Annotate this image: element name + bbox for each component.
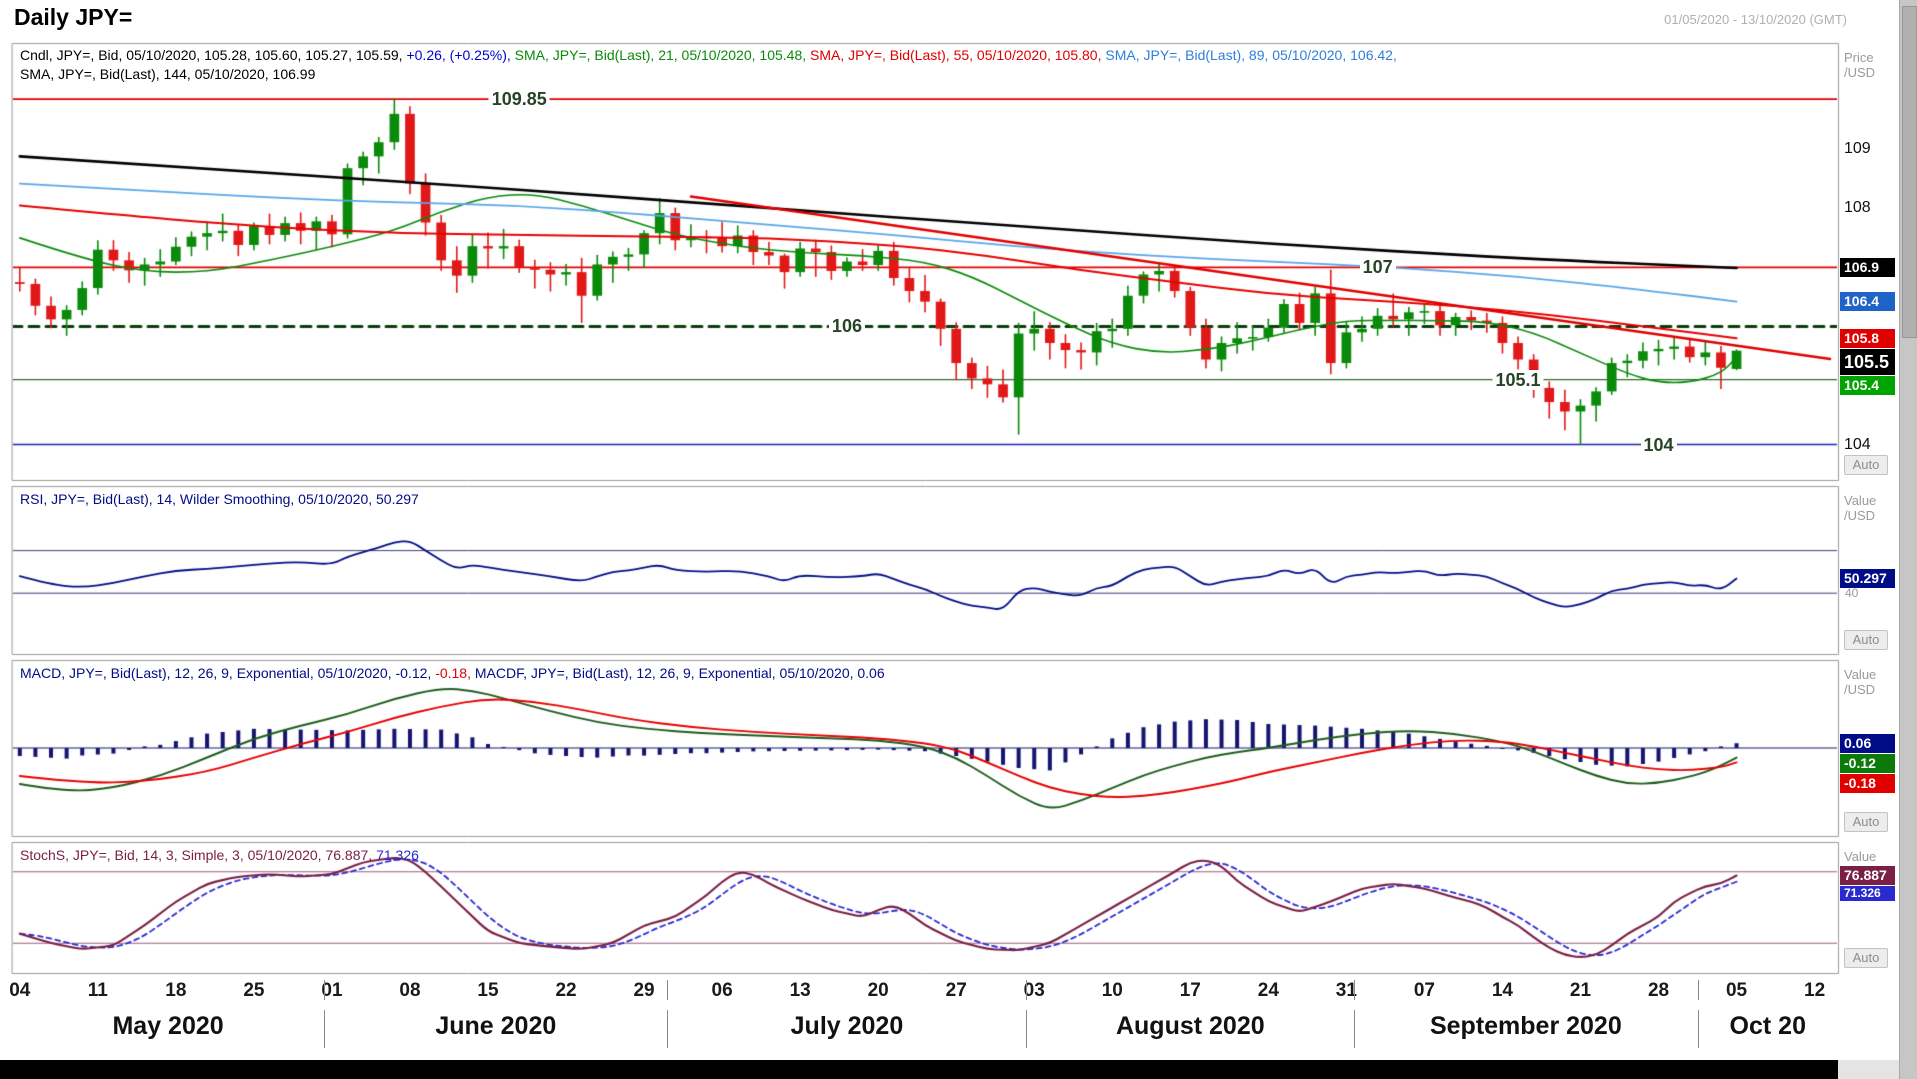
- bottom-bar-right: [1838, 1060, 1899, 1079]
- scrollbar[interactable]: [1899, 0, 1917, 1079]
- macd-legend[interactable]: MACD, JPY=, Bid(Last), 12, 26, 9, Expone…: [20, 665, 885, 681]
- legend-segment: SMA, JPY=, Bid(Last), 144, 05/10/2020, 1…: [20, 66, 316, 82]
- macd-axis-title: Value/USD: [1844, 667, 1877, 697]
- scrollbar-thumb[interactable]: [1902, 6, 1917, 338]
- stoch-axis-title: Value: [1844, 849, 1877, 864]
- legend-segment: 71.326: [376, 847, 419, 863]
- legend-segment: SMA, JPY=, Bid(Last), 21, 05/10/2020, 10…: [514, 47, 811, 63]
- legend-segment: RSI, JPY=, Bid(Last), 14, Wilder Smoothi…: [20, 491, 419, 507]
- rsi-legend[interactable]: RSI, JPY=, Bid(Last), 14, Wilder Smoothi…: [20, 491, 419, 507]
- legend-segment: SMA, JPY=, Bid(Last), 89, 05/10/2020, 10…: [1105, 47, 1397, 63]
- auto-scale-button-stoch[interactable]: Auto: [1844, 948, 1888, 968]
- legend-segment: -0.18,: [435, 665, 475, 681]
- auto-scale-button-rsi[interactable]: Auto: [1844, 630, 1888, 650]
- price-axis-title: Price/USD: [1844, 50, 1876, 80]
- stoch-legend[interactable]: StochS, JPY=, Bid, 14, 3, Simple, 3, 05/…: [20, 847, 419, 863]
- legend-segment: MACD, JPY=, Bid(Last), 12, 26, 9, Expone…: [20, 665, 436, 681]
- legend-segment: +0.26, (+0.25%),: [406, 47, 515, 63]
- legend-segment: SMA, JPY=, Bid(Last), 55, 05/10/2020, 10…: [810, 47, 1106, 63]
- price-legend-line2[interactable]: SMA, JPY=, Bid(Last), 144, 05/10/2020, 1…: [20, 66, 315, 82]
- legend-segment: Cndl, JPY=, Bid, 05/10/2020, 105.28, 105…: [20, 47, 407, 63]
- auto-scale-button-macd[interactable]: Auto: [1844, 812, 1888, 832]
- price-legend-line1[interactable]: Cndl, JPY=, Bid, 05/10/2020, 105.28, 105…: [20, 47, 1397, 63]
- legend-segment: StochS, JPY=, Bid, 14, 3, Simple, 3, 05/…: [20, 847, 377, 863]
- auto-scale-button-price[interactable]: Auto: [1844, 455, 1888, 475]
- legend-segment: MACDF, JPY=, Bid(Last), 12, 26, 9, Expon…: [474, 665, 885, 681]
- rsi-axis-title: Value/USD: [1844, 493, 1877, 523]
- bottom-bar: [0, 1060, 1838, 1079]
